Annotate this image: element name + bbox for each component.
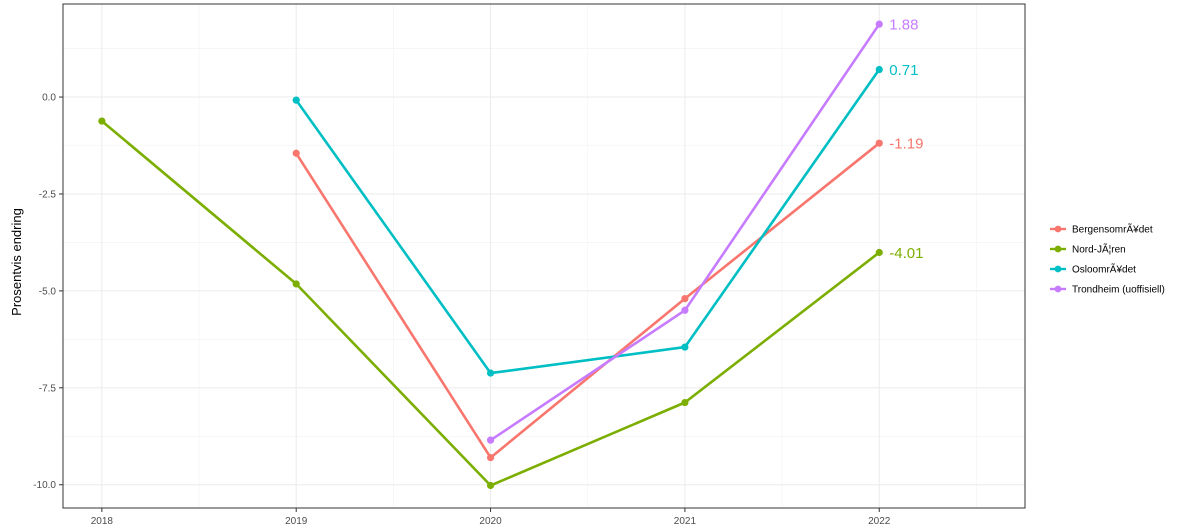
y-tick-label: -2.5 bbox=[39, 189, 57, 200]
end-labels: -1.19 -4.01 0.71 1.88 bbox=[889, 17, 923, 262]
data-point bbox=[875, 139, 883, 147]
x-tick-label: 2019 bbox=[285, 516, 308, 527]
data-point bbox=[681, 343, 689, 351]
y-tick-label: 0.0 bbox=[42, 93, 56, 104]
x-tick-label: 2022 bbox=[868, 516, 891, 527]
data-point bbox=[681, 398, 689, 407]
y-tick-label: -5.0 bbox=[39, 286, 57, 297]
data-point bbox=[486, 369, 495, 377]
end-value-label: 1.88 bbox=[889, 17, 918, 34]
legend-key-point bbox=[1054, 245, 1062, 253]
y-tick-label: -7.5 bbox=[39, 383, 57, 394]
legend-key-point bbox=[1054, 225, 1062, 233]
y-tick-label: -10.0 bbox=[33, 480, 56, 491]
series-points bbox=[98, 20, 883, 490]
legend-label: Trondheim (uoffisiell) bbox=[1072, 285, 1165, 296]
legend-key-point bbox=[1054, 265, 1062, 273]
x-tick-label: 2021 bbox=[674, 516, 697, 527]
end-value-label: 0.71 bbox=[889, 62, 918, 79]
series-line bbox=[294, 68, 881, 375]
x-axis: 2018 2019 2020 2021 2022 bbox=[91, 508, 891, 527]
x-tick-label: 2020 bbox=[479, 516, 502, 527]
data-point bbox=[875, 248, 883, 257]
legend: BergensomrÃ¥det Nord-JÃ¦ren OsloomrÃ¥det Tr… bbox=[1050, 223, 1165, 296]
data-point bbox=[486, 481, 495, 490]
y-axis: 0.0 -2.5 -5.0 -7.5 -10.0 bbox=[33, 93, 63, 491]
end-value-label: -1.19 bbox=[889, 136, 923, 153]
grid-minor bbox=[63, 4, 1025, 508]
legend-label: OsloomrÃ¥det bbox=[1072, 263, 1136, 276]
legend-label: BergensomrÃ¥det bbox=[1072, 223, 1153, 236]
legend-label: Nord-JÃ¦ren bbox=[1072, 243, 1126, 256]
end-value-label: -4.01 bbox=[889, 245, 923, 262]
legend-key-point bbox=[1054, 285, 1062, 293]
data-point bbox=[681, 295, 689, 303]
data-point bbox=[292, 96, 300, 104]
panel-border bbox=[62, 3, 1026, 509]
data-point bbox=[486, 454, 495, 462]
data-point bbox=[875, 65, 883, 74]
data-point bbox=[292, 280, 300, 288]
data-point bbox=[875, 20, 883, 28]
series-line bbox=[294, 141, 881, 459]
data-point bbox=[681, 306, 689, 314]
data-point bbox=[292, 149, 300, 157]
y-axis-title: Prosentvis endring bbox=[9, 208, 24, 316]
data-point bbox=[98, 117, 106, 125]
x-tick-label: 2018 bbox=[91, 516, 114, 527]
data-point bbox=[486, 436, 495, 444]
grid-major bbox=[63, 4, 1025, 508]
